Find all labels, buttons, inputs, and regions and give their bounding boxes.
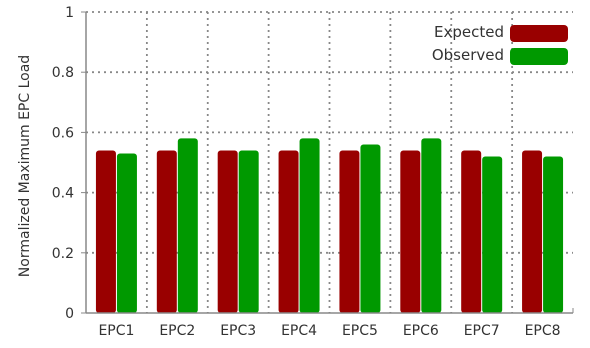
bars [95,138,564,313]
bar-observed-epc2 [177,138,198,313]
axes [81,11,574,314]
grid [86,11,573,313]
tick-labels: 0 0.2 0.4 0.6 0.8 1 EPC1 EPC2 EPC3 EPC4 EPC5 EPC6 EP… [52,5,561,339]
bar-observed-epc3 [238,150,259,313]
y-axis-title: Normalized Maximum EPC Load [17,55,33,277]
x-tick-label: EPC5 [342,323,378,339]
bar-expected-epc2 [156,150,177,313]
legend-swatch-expected [510,25,568,42]
y-tick-label: 0.2 [52,246,74,262]
y-tick-label: 0 [65,306,74,322]
x-tick-label: EPC3 [220,323,256,339]
bar-expected-epc8 [522,150,543,313]
bar-expected-epc4 [278,150,299,313]
x-tick-label: EPC2 [159,323,195,339]
bar-observed-epc1 [116,153,137,313]
legend: Expected Observed [432,23,568,65]
bar-expected-epc7 [461,150,482,313]
x-tick-label: EPC6 [403,323,439,339]
legend-label-expected: Expected [434,23,504,41]
legend-label-observed: Observed [432,46,504,64]
x-tick-label: EPC8 [525,323,561,339]
y-tick-label: 0.8 [52,65,74,81]
bar-observed-epc4 [299,138,320,313]
bar-expected-epc1 [95,150,116,313]
bar-expected-epc3 [217,150,238,313]
y-tick-label: 0.6 [52,125,74,141]
bar-expected-epc6 [400,150,421,313]
bar-observed-epc7 [482,156,503,313]
y-tick-label: 1 [65,5,74,21]
x-tick-label: EPC4 [281,323,317,339]
bar-observed-epc8 [543,156,564,313]
legend-swatch-observed [510,48,568,65]
y-tick-label: 0.4 [52,186,74,202]
bar-observed-epc5 [360,144,381,313]
bar-observed-epc6 [421,138,442,313]
x-tick-label: EPC1 [98,323,134,339]
bar-expected-epc5 [339,150,360,313]
x-tick-label: EPC7 [464,323,500,339]
